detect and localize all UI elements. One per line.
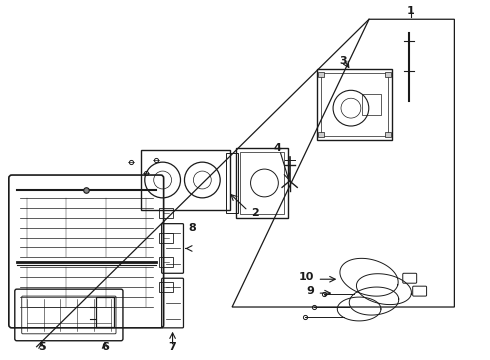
FancyBboxPatch shape — [385, 132, 391, 137]
Text: 4: 4 — [274, 143, 282, 153]
Text: 2: 2 — [251, 208, 259, 218]
Text: 7: 7 — [169, 342, 176, 352]
Text: 8: 8 — [189, 222, 196, 233]
Text: 5: 5 — [38, 342, 46, 352]
Text: 1: 1 — [407, 6, 415, 16]
FancyBboxPatch shape — [318, 72, 324, 77]
Text: 9: 9 — [307, 286, 315, 296]
Text: 3: 3 — [340, 56, 347, 66]
Text: 10: 10 — [299, 272, 315, 282]
FancyBboxPatch shape — [385, 72, 391, 77]
Text: 6: 6 — [101, 342, 109, 352]
FancyBboxPatch shape — [318, 132, 324, 137]
